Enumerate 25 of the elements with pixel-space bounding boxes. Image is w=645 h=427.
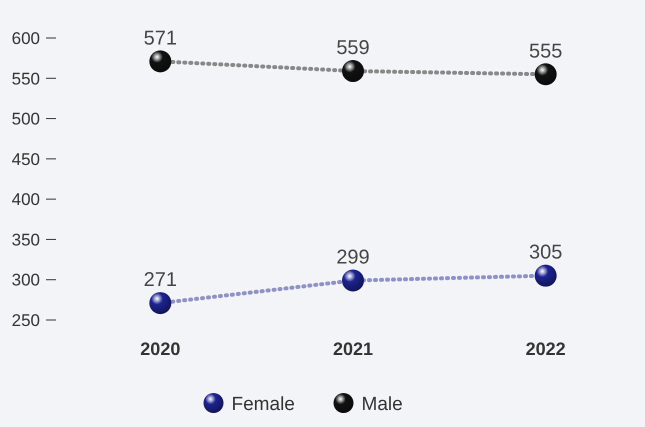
legend-label: Female [232, 394, 295, 415]
y-tick-label: 500 [12, 110, 40, 129]
x-tick-label: 2020 [140, 339, 180, 359]
y-tick-label: 600 [12, 29, 40, 48]
y-tick-label: 400 [12, 190, 40, 210]
point [149, 292, 172, 314]
data-label: 299 [336, 246, 370, 269]
y-tick-label: 550 [12, 69, 40, 88]
data-label: 271 [144, 269, 178, 292]
y-tick-label: 350 [12, 230, 40, 250]
y-tick-label: 300 [12, 270, 40, 290]
x-tick-label: 2021 [332, 339, 374, 359]
y-tick-label: 450 [12, 150, 40, 169]
point [534, 264, 557, 287]
y-tick-label: 250 [12, 311, 40, 330]
x-tick-label: 2022 [526, 339, 566, 359]
data-label: 555 [528, 40, 562, 62]
point [342, 270, 364, 292]
data-label: 571 [144, 27, 178, 50]
point [149, 50, 172, 72]
point [342, 60, 364, 82]
data-label: 305 [528, 242, 562, 264]
legend-label: Male [362, 394, 403, 415]
data-label: 559 [336, 37, 370, 60]
point [534, 63, 557, 86]
